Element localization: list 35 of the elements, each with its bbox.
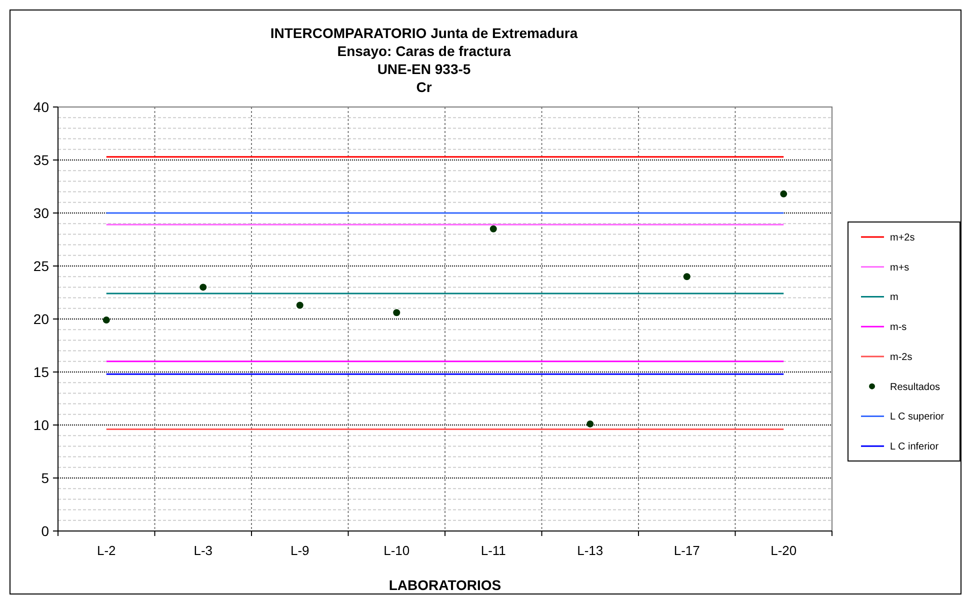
point	[780, 190, 788, 198]
legend-label: L C superior	[890, 412, 945, 423]
x-tick-label: L-2	[96, 543, 116, 558]
point	[393, 309, 400, 316]
point	[200, 284, 207, 291]
x-tick-label: L-10	[384, 543, 410, 558]
y-tick-label: 30	[33, 205, 50, 221]
x-tick-label: L-11	[480, 543, 506, 558]
x-tick-label: L-13	[577, 543, 604, 558]
y-tick-label: 25	[33, 258, 50, 274]
y-tick-label: 10	[33, 417, 50, 433]
y-tick-label: 40	[33, 99, 50, 115]
legend-label: m+s	[890, 262, 910, 274]
point	[586, 420, 594, 428]
point	[490, 225, 497, 232]
y-tick-label: 0	[41, 523, 50, 539]
point	[102, 316, 110, 324]
point	[296, 302, 304, 309]
x-axis-title: LABORATORIOS	[388, 577, 502, 593]
y-tick-label: 15	[33, 364, 50, 380]
legend-label: L C inferior	[890, 442, 940, 453]
legend-label: Resultados	[890, 382, 940, 393]
legend-label: m-s	[890, 322, 907, 334]
y-tick-label: 20	[33, 311, 50, 327]
x-tick-label: L-9	[290, 543, 310, 558]
chart-title: INTERCOMPARATORIO Junta de Extremadura Ensayo: Caras de fractura UNE-EN 933-5 Cr	[270, 25, 578, 95]
x-tick-label: L-20	[770, 543, 797, 558]
point	[683, 273, 690, 280]
x-tick-label: L-3	[194, 543, 213, 558]
legend-label: m-2s	[890, 352, 912, 363]
y-tick-label: 5	[41, 470, 50, 486]
legend-label: m+2s	[890, 232, 915, 244]
x-tick-label: L-17	[674, 543, 700, 558]
legend-label: m	[890, 292, 898, 304]
y-tick-label: 35	[33, 152, 50, 168]
